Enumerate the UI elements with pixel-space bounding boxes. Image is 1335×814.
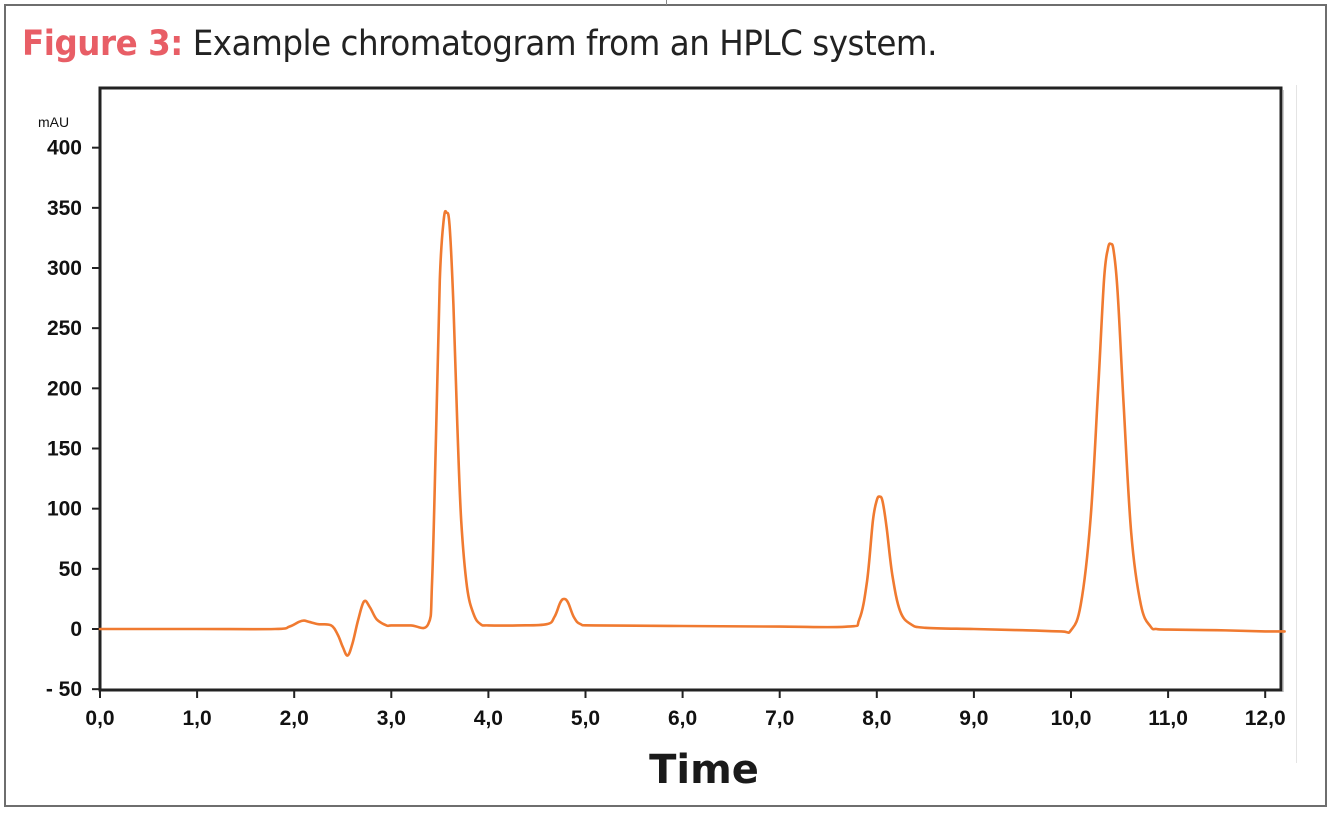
y-tick-label: 200	[47, 377, 82, 400]
y-axis: - 50 0 50 100 150 200 250 300 350 400	[46, 137, 100, 701]
figure-caption-text: Example chromatogram from an HPLC system…	[182, 24, 938, 64]
x-tick-label: 2,0	[280, 707, 309, 730]
y-tick-label: 150	[47, 438, 82, 461]
x-axis-title: Time	[649, 747, 759, 793]
x-tick-label: 1,0	[182, 707, 211, 730]
y-tick-label: 300	[47, 257, 82, 280]
plot-border	[98, 86, 1283, 692]
y-tick-label: 100	[47, 498, 82, 521]
y-tick-label: 50	[59, 558, 82, 581]
x-tick-label: 0,0	[85, 707, 114, 730]
x-tick-label: 4,0	[474, 707, 503, 730]
figure-caption: Figure 3: Example chromatogram from an H…	[22, 22, 938, 66]
x-tick-label: 8,0	[862, 707, 891, 730]
y-tick-label: 250	[47, 317, 82, 340]
x-tick-label: 10,0	[1051, 707, 1092, 730]
x-tick-label: 6,0	[668, 707, 697, 730]
x-tick-label: 12,0	[1245, 707, 1286, 730]
faint-divider-line	[1296, 85, 1297, 763]
x-tick-label: 11,0	[1148, 707, 1188, 730]
top-divider-tick	[666, 0, 667, 5]
x-tick-label: 3,0	[377, 707, 406, 730]
x-axis: 0,0 1,0 2,0 3,0 4,0 5,0 6,0 7,0 8,0 9,0 10,0 11,0 12…	[85, 690, 1286, 730]
x-tick-label: 9,0	[959, 707, 988, 730]
y-tick-label: 0	[70, 618, 82, 641]
y-tick-label: 350	[47, 197, 82, 220]
plot-area	[98, 86, 1284, 692]
x-tick-label: 7,0	[765, 707, 794, 730]
y-axis-unit-label: mAU	[38, 114, 69, 130]
x-tick-label: 5,0	[571, 707, 600, 730]
y-tick-label: - 50	[46, 678, 82, 701]
y-tick-label: 400	[47, 137, 82, 160]
figure-number-label: Figure 3:	[22, 24, 183, 64]
chromatogram-trace	[98, 209, 1286, 657]
